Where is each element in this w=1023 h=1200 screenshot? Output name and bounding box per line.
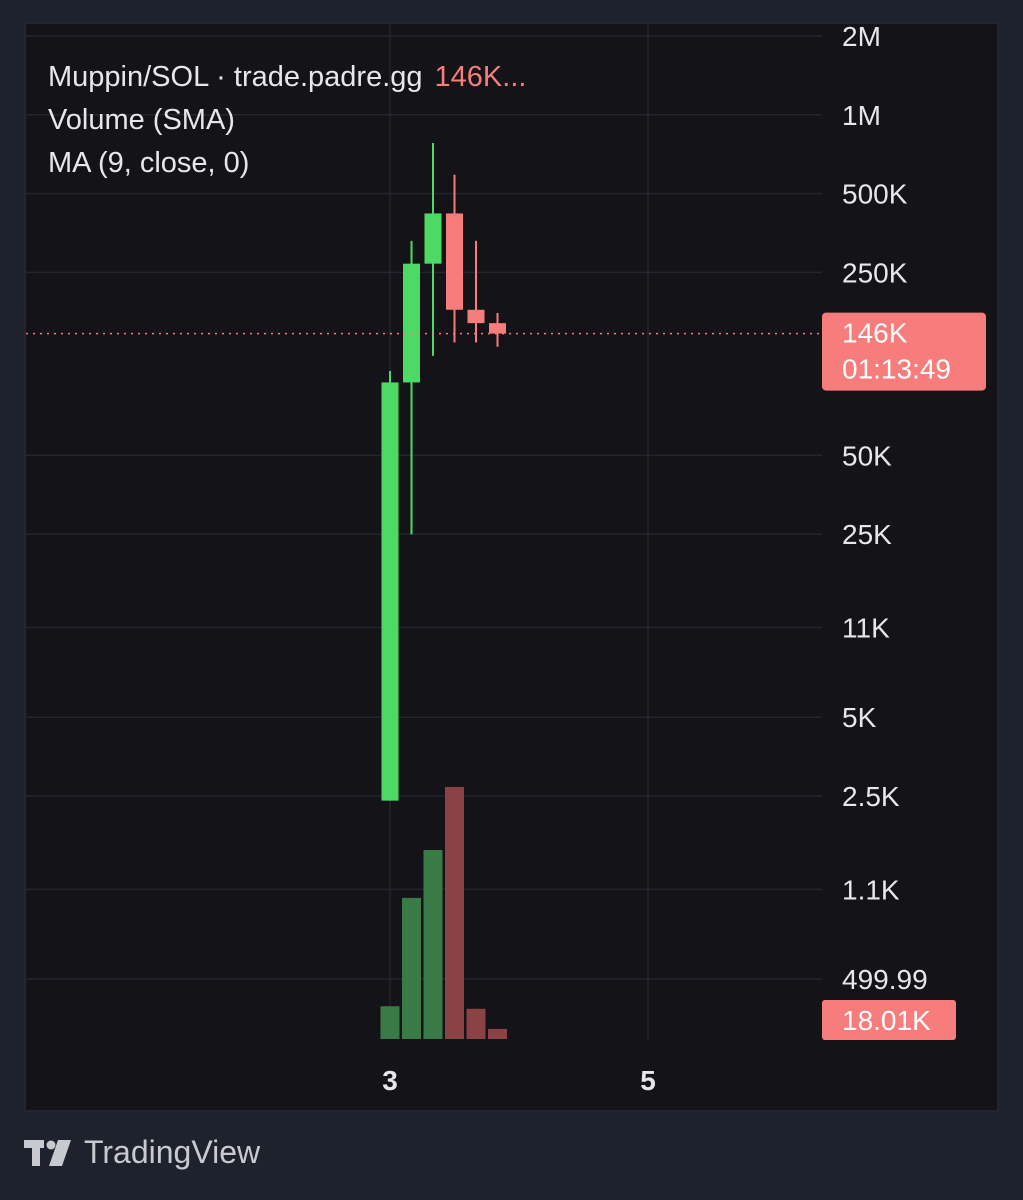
- volume-bar[interactable]: [466, 1008, 486, 1039]
- price-tag[interactable]: [822, 312, 986, 391]
- volume-bar[interactable]: [445, 787, 464, 1039]
- legend-symbol: Muppin/SOL · trade.padre.gg: [48, 61, 423, 93]
- y-tick-label: 1M: [842, 100, 881, 131]
- y-tick-label: 25K: [842, 519, 892, 550]
- volume-tag[interactable]: [822, 1000, 956, 1040]
- volume-bar[interactable]: [423, 850, 443, 1039]
- tradingview-brand: TradingView: [84, 1134, 261, 1170]
- x-tick-label: 3: [382, 1065, 398, 1096]
- price-tag-countdown: 01:13:49: [842, 354, 951, 385]
- tradingview-logo-icon: [24, 1139, 71, 1166]
- y-tick-label: 250K: [842, 257, 908, 288]
- legend-symbol-row[interactable]: Muppin/SOL · trade.padre.gg 146K...: [48, 56, 526, 99]
- volume-bar[interactable]: [402, 897, 421, 1039]
- chart-svg[interactable]: 2M 1M 500K 250K 50K 25K 11K 5K 2.5K 1.1K 499.99 146…: [26, 24, 997, 1110]
- legend-last-value: 146K...: [434, 61, 527, 93]
- legend-volume-indicator[interactable]: Volume (SMA): [48, 104, 235, 136]
- volume-bar[interactable]: [380, 1006, 400, 1039]
- x-tick-label: 5: [640, 1065, 656, 1096]
- candle-body[interactable]: [403, 263, 420, 383]
- chart-legend: Muppin/SOL · trade.padre.gg 146K... Volum…: [48, 56, 526, 185]
- y-tick-label: 1.1K: [842, 874, 900, 905]
- footer: TradingView: [24, 1134, 260, 1171]
- price-tag-value: 146K: [842, 318, 908, 349]
- y-tick-label: 11K: [842, 613, 890, 644]
- y-tick-label: 2M: [842, 24, 881, 52]
- y-tick-label: 500K: [842, 179, 908, 210]
- legend-ma-indicator[interactable]: MA (9, close, 0): [48, 147, 250, 179]
- candle-body[interactable]: [424, 213, 442, 264]
- volume-tag-value: 18.01K: [842, 1005, 931, 1036]
- y-tick-label: 2.5K: [842, 781, 900, 812]
- volume-bar[interactable]: [488, 1028, 507, 1039]
- candle-body[interactable]: [489, 323, 506, 334]
- y-tick-label: 5K: [842, 702, 877, 733]
- candle-body[interactable]: [381, 382, 399, 801]
- y-tick-label: 50K: [842, 440, 892, 471]
- candle-body[interactable]: [446, 213, 463, 310]
- y-tick-label: 499.99: [842, 964, 928, 995]
- chart-frame[interactable]: 2M 1M 500K 250K 50K 25K 11K 5K 2.5K 1.1K 499.99 146…: [24, 22, 999, 1112]
- candle-body[interactable]: [467, 309, 485, 324]
